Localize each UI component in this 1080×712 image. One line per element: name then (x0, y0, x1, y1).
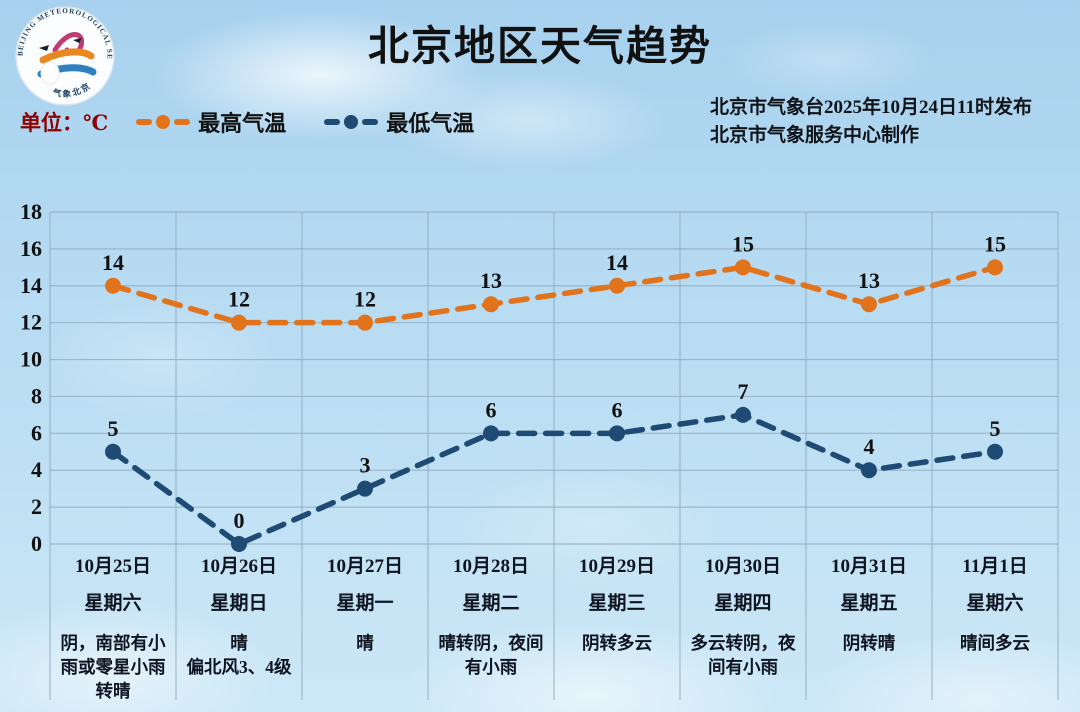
series-line-min-temp (110, 412, 998, 548)
y-tick-label: 18 (20, 199, 42, 224)
data-point-label: 13 (858, 268, 880, 293)
y-tick-label: 4 (31, 457, 42, 482)
legend-label-min: 最低气温 (386, 111, 475, 136)
data-point (861, 296, 877, 313)
issue-line-1: 北京市气象台2025年10月24日11时发布 (710, 97, 1032, 118)
data-point-label: 4 (864, 434, 875, 459)
data-point (105, 443, 121, 460)
data-point (357, 314, 373, 331)
data-point (483, 296, 499, 313)
series-line-max-temp (110, 264, 998, 326)
data-point-label: 3 (360, 453, 371, 478)
data-point (483, 425, 499, 442)
data-point (105, 277, 121, 294)
data-point-label: 13 (480, 268, 502, 293)
y-tick-label: 6 (31, 420, 42, 445)
data-point-label: 6 (486, 397, 497, 422)
data-point-label: 5 (108, 416, 119, 441)
legend-item-min-temp: 最低气温 (324, 106, 474, 138)
y-tick-label: 10 (20, 347, 42, 372)
data-point (735, 406, 751, 423)
y-tick-label: 2 (31, 494, 42, 519)
issue-info: 北京市气象台2025年10月24日11时发布 北京市气象服务中心制作 (710, 94, 1032, 150)
data-point-label: 7 (738, 379, 749, 404)
legend-item-max-temp: 最高气温 (136, 106, 286, 138)
data-point (231, 536, 247, 552)
data-point-label: 12 (228, 287, 250, 312)
data-point-label: 15 (732, 231, 754, 256)
data-point (861, 462, 877, 479)
max-temp-line-marker (136, 115, 191, 129)
logo-swoosh-art (37, 32, 97, 85)
data-point-label: 15 (984, 231, 1006, 256)
data-point (357, 480, 373, 497)
page-title: 北京地区天气趋势 (368, 23, 712, 69)
y-tick-label: 0 (31, 531, 42, 556)
y-tick-label: 14 (20, 273, 42, 298)
y-tick-label: 16 (20, 236, 42, 261)
data-point (609, 277, 625, 294)
data-point-label: 14 (102, 250, 124, 275)
data-point (231, 314, 247, 331)
data-point (735, 259, 751, 276)
issue-line-2: 北京市气象服务中心制作 (710, 125, 920, 146)
min-temp-line-marker (324, 115, 379, 129)
data-point-label: 0 (234, 508, 245, 533)
unit-label: 单位：℃ (20, 111, 109, 135)
data-point (987, 259, 1003, 276)
unit-legend-row: 单位：℃ 最高气温 最低气温 (20, 106, 474, 138)
data-point-label: 6 (612, 397, 623, 422)
data-point (987, 443, 1003, 460)
data-point (609, 425, 625, 442)
y-tick-label: 8 (31, 383, 42, 408)
y-tick-label: 12 (20, 310, 42, 335)
chart-legend: 最高气温 最低气温 (136, 106, 474, 138)
data-point-label: 12 (354, 287, 376, 312)
data-point-label: 5 (990, 416, 1001, 441)
data-point-label: 14 (606, 250, 628, 275)
legend-label-max: 最高气温 (198, 111, 287, 136)
beijing-meteorological-service-logo: BEIJING METEOROLOGICAL SERVICE 气象北京 (14, 5, 116, 112)
